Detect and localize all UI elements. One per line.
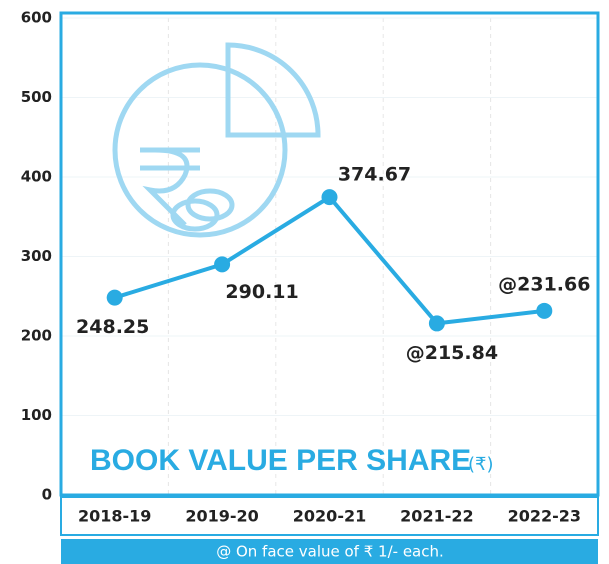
category-band <box>60 496 599 536</box>
y-tick-label: 100 <box>21 406 52 424</box>
data-label: @215.84 <box>406 342 498 364</box>
data-point <box>321 189 338 206</box>
unit-label: (₹) <box>468 454 494 475</box>
data-point <box>428 315 445 332</box>
data-label: 290.11 <box>225 281 298 303</box>
chart-title: BOOK VALUE PER SHARE <box>90 444 471 477</box>
data-label: 248.25 <box>76 316 149 338</box>
x-tick-label: 2019-20 <box>185 507 258 526</box>
data-label: 374.67 <box>338 164 411 186</box>
y-tick-label: 500 <box>21 88 52 106</box>
x-tick-label: 2018-19 <box>78 507 151 526</box>
data-point <box>536 302 553 319</box>
x-tick-label: 2022-23 <box>508 507 581 526</box>
x-tick-label: 2021-22 <box>400 507 473 526</box>
x-tick-label: 2020-21 <box>293 507 366 526</box>
data-point <box>106 289 123 306</box>
data-point <box>214 256 231 273</box>
footnote-band <box>61 539 598 564</box>
y-tick-label: 200 <box>21 327 52 345</box>
y-tick-label: 400 <box>21 168 52 186</box>
plot-frame <box>59 11 600 497</box>
data-label: @231.66 <box>498 273 590 295</box>
y-tick-label: 600 <box>21 9 52 27</box>
y-tick-label: 300 <box>21 247 52 265</box>
decor-icon <box>112 42 321 238</box>
footnote: @ On face value of ₹ 1/- each. <box>216 543 444 561</box>
y-tick-label: 0 <box>42 486 52 504</box>
